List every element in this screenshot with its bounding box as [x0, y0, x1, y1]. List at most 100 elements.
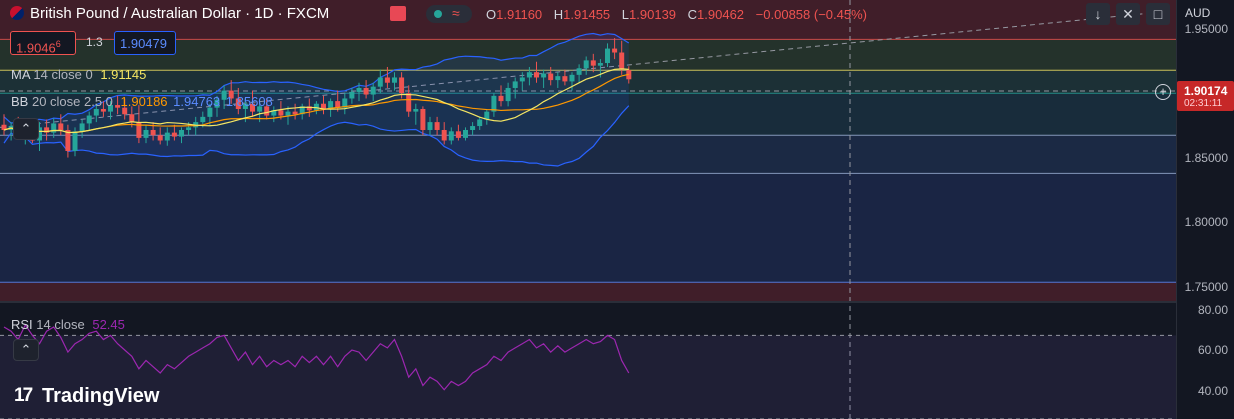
collapse-arrows-icon[interactable]: ✕	[1116, 3, 1140, 25]
candle-body	[164, 132, 170, 141]
candle-45	[321, 95, 326, 115]
zone-bottom	[0, 282, 1176, 302]
ma-value: 1.91145	[100, 67, 147, 82]
candle-body	[93, 108, 99, 116]
current-price-value: 1.90174	[1184, 84, 1228, 98]
chevron-up-icon: ⌃	[20, 121, 32, 136]
candle-body	[228, 90, 234, 99]
candle-70	[498, 85, 504, 107]
candle-11	[79, 119, 85, 138]
candle-13	[93, 103, 99, 123]
chevron-up-icon: ⌃	[20, 342, 32, 357]
price-axis[interactable]	[1176, 0, 1234, 419]
candle-body	[413, 108, 419, 112]
candle-body	[441, 129, 447, 141]
candle-79	[562, 69, 568, 86]
candle-60	[427, 116, 433, 136]
close-label: C	[687, 7, 698, 22]
collapse-rsi-button[interactable]: ⌃	[13, 339, 39, 361]
trend-line	[0, 12, 1151, 128]
candle-71	[505, 82, 511, 107]
candle-8	[58, 114, 64, 136]
indicator-toggle[interactable]: ≈	[426, 5, 472, 23]
rsi-params: 14 close	[36, 317, 85, 332]
candle-body	[186, 127, 192, 130]
candle-32	[228, 80, 234, 104]
zone-4	[0, 135, 1176, 174]
scroll-down-icon[interactable]: ↓	[1086, 3, 1110, 25]
candle-body	[321, 103, 326, 109]
candle-body	[313, 103, 319, 111]
candle-body	[44, 127, 50, 133]
candle-78	[555, 72, 561, 88]
candle-body	[555, 76, 561, 81]
candle-76	[541, 69, 547, 88]
candle-body	[605, 48, 610, 64]
candle-body	[306, 106, 312, 111]
candle-body	[377, 77, 383, 87]
candle-41	[292, 103, 298, 120]
ma-params: 14 close 0	[33, 67, 93, 82]
candle-body	[292, 111, 298, 115]
candle-75	[534, 61, 539, 83]
collapse-legend-button[interactable]: ⌃	[13, 118, 39, 140]
candle-body	[143, 129, 149, 138]
candle-42	[299, 103, 305, 120]
candle-body	[214, 99, 220, 108]
currency-label[interactable]: AUD	[1185, 6, 1211, 20]
ohlc-readout: O1.91160 H1.91455 L1.90139 C1.90462 −0.0…	[486, 7, 867, 22]
buy-price-button[interactable]: 1.90479	[114, 31, 176, 55]
candle-countdown: 02:31:11	[1184, 98, 1223, 109]
candle-20	[143, 124, 149, 144]
candle-body	[505, 87, 511, 102]
low-label: L	[621, 7, 630, 22]
bb-upper-value: 1.94763	[173, 94, 221, 109]
open-value: 1.91160	[496, 7, 543, 22]
candle-58	[413, 103, 419, 125]
bb-upper-line	[3, 32, 630, 124]
candle-body	[278, 110, 284, 116]
candle-body	[470, 126, 476, 130]
low-value: 1.90139	[629, 7, 677, 22]
candle-37	[264, 98, 270, 120]
candle-body	[619, 52, 625, 70]
candle-30	[214, 95, 220, 117]
price-tick-1-95: 1.95000	[1184, 22, 1228, 36]
market-status-icon[interactable]	[390, 6, 406, 21]
candle-47	[335, 90, 341, 112]
candle-59	[420, 106, 426, 136]
price-tick-1-85: 1.85000	[1184, 151, 1228, 165]
candle-body	[115, 105, 121, 108]
sell-price-button[interactable]: 1.90466	[10, 31, 76, 55]
ma-legend[interactable]: MA 14 close 0 1.91145	[11, 67, 146, 82]
candle-body	[498, 95, 504, 102]
candle-63	[448, 127, 454, 145]
candle-body	[427, 122, 433, 130]
zone-5	[0, 173, 1176, 283]
candle-body	[171, 132, 177, 137]
candle-body	[548, 73, 554, 81]
sell-price: 1.9046	[16, 40, 56, 56]
spread-value: 1.3	[86, 35, 103, 49]
candle-body	[420, 108, 426, 130]
candle-body	[455, 131, 461, 138]
maximize-icon[interactable]: □	[1146, 3, 1170, 25]
candle-body	[477, 119, 483, 127]
price-zones	[0, 0, 1176, 302]
add-alert-plus-icon[interactable]: +	[1155, 84, 1171, 100]
rsi-band-fill	[0, 335, 1176, 419]
current-price-tag: 1.90174 02:31:11	[1177, 81, 1234, 111]
candle-38	[271, 106, 277, 123]
candle-body	[136, 122, 142, 138]
candle-body	[384, 77, 390, 83]
candle-72	[512, 77, 518, 99]
zone-top	[0, 0, 1176, 40]
candle-14	[100, 101, 106, 117]
candle-80	[569, 72, 575, 91]
rsi-legend[interactable]: RSI 14 close 52.45	[11, 317, 125, 332]
bb-legend[interactable]: BB 20 close 2.5 0 1.90186 1.94763 1.8560…	[11, 94, 273, 109]
symbol-title[interactable]: British Pound / Australian Dollar · 1D ·…	[30, 5, 330, 22]
candle-5	[37, 122, 42, 151]
